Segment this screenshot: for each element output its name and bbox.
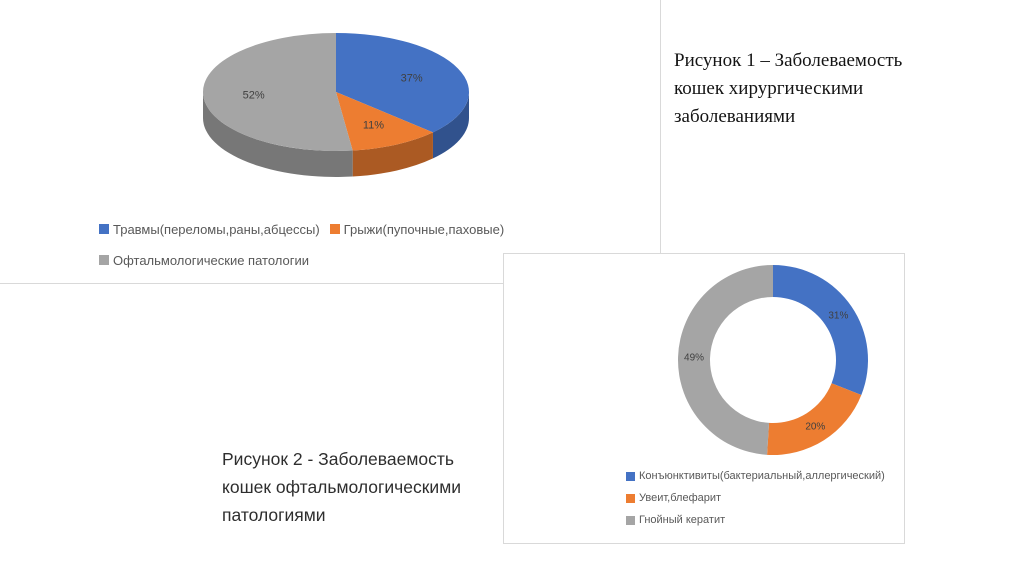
caption-line: Рисунок 2 - Заболеваемость <box>222 449 454 469</box>
legend-item: Грыжи(пупочные,паховые) <box>329 221 505 237</box>
donut-slice <box>678 265 773 455</box>
legend-swatch <box>329 224 340 234</box>
caption-line: кошек офтальмологическими <box>222 477 462 497</box>
legend-swatch <box>99 255 109 265</box>
legend-item: Конъюнктивиты(бактериальный,аллергически… <box>626 470 885 482</box>
legend-item: Травмы(переломы,раны,абцессы) <box>99 222 320 237</box>
legend-row: Травмы(переломы,раны,абцессы) Грыжи(пупо… <box>99 221 514 237</box>
caption-line: заболеваниями <box>674 106 796 127</box>
legend-swatch <box>99 224 109 234</box>
legend-label: Офтальмологические патологии <box>113 252 310 268</box>
legend-row: Офтальмологические патологии <box>99 252 514 268</box>
figure1-caption: Рисунок 1 – Заболеваемость кошек хирурги… <box>674 47 974 131</box>
pie-slice <box>203 33 353 151</box>
pie-slice <box>336 33 469 133</box>
legend-swatch <box>626 493 635 503</box>
pie-slice-side <box>432 92 469 159</box>
data-label: 31% <box>828 311 848 322</box>
pie-slice-side <box>203 92 353 177</box>
legend-item: Офтальмологические патологии <box>99 253 309 268</box>
legend-label: Травмы(переломы,раны,абцессы) <box>113 221 320 237</box>
legend-row: Гнойный кератит <box>626 513 895 527</box>
caption-line: кошек хирургическими <box>674 78 864 99</box>
data-label: 49% <box>684 353 704 364</box>
data-label: 37% <box>401 72 423 84</box>
legend-item: Увеит,блефарит <box>626 492 721 504</box>
data-label: 52% <box>243 89 265 101</box>
legend-row: Конъюнктивиты(бактериальный,аллергически… <box>626 469 895 483</box>
data-label: 20% <box>805 422 825 433</box>
legend-row: Увеит,блефарит <box>626 491 895 505</box>
legend-label: Гнойный кератит <box>639 514 726 526</box>
caption-line: Рисунок 1 – Заболеваемость <box>674 50 903 71</box>
pie-slice-side <box>352 132 433 177</box>
figure2-legend: Конъюнктивиты(бактериальный,аллергически… <box>626 469 895 535</box>
legend-item: Гнойный кератит <box>626 514 725 526</box>
figure1-chart-panel: 37% 11% 52% Травмы(переломы,раны,абцессы) … <box>0 0 661 284</box>
figure1-legend: Травмы(переломы,раны,абцессы) Грыжи(пупо… <box>99 221 514 283</box>
figure2-chart-panel: 31% 20% 49% Конъюнктивиты(бактериальный,ал… <box>503 253 905 544</box>
donut-slice <box>767 383 862 455</box>
legend-label: Увеит,блефарит <box>639 492 722 504</box>
figure2-caption: Рисунок 2 - Заболеваемость кошек офтальм… <box>222 445 522 529</box>
legend-label: Конъюнктивиты(бактериальный,аллергически… <box>639 470 885 482</box>
caption-line: патологиями <box>222 505 326 525</box>
legend-swatch <box>626 515 635 525</box>
figure2-donut-chart: 31% 20% 49% <box>678 265 868 455</box>
figure1-pie-chart: 37% 11% 52% <box>203 33 469 177</box>
legend-swatch <box>626 471 635 481</box>
data-label: 11% <box>363 120 384 132</box>
legend-label: Грыжи(пупочные,паховые) <box>343 221 505 237</box>
pie-slice <box>336 92 433 151</box>
donut-slice <box>773 265 868 395</box>
